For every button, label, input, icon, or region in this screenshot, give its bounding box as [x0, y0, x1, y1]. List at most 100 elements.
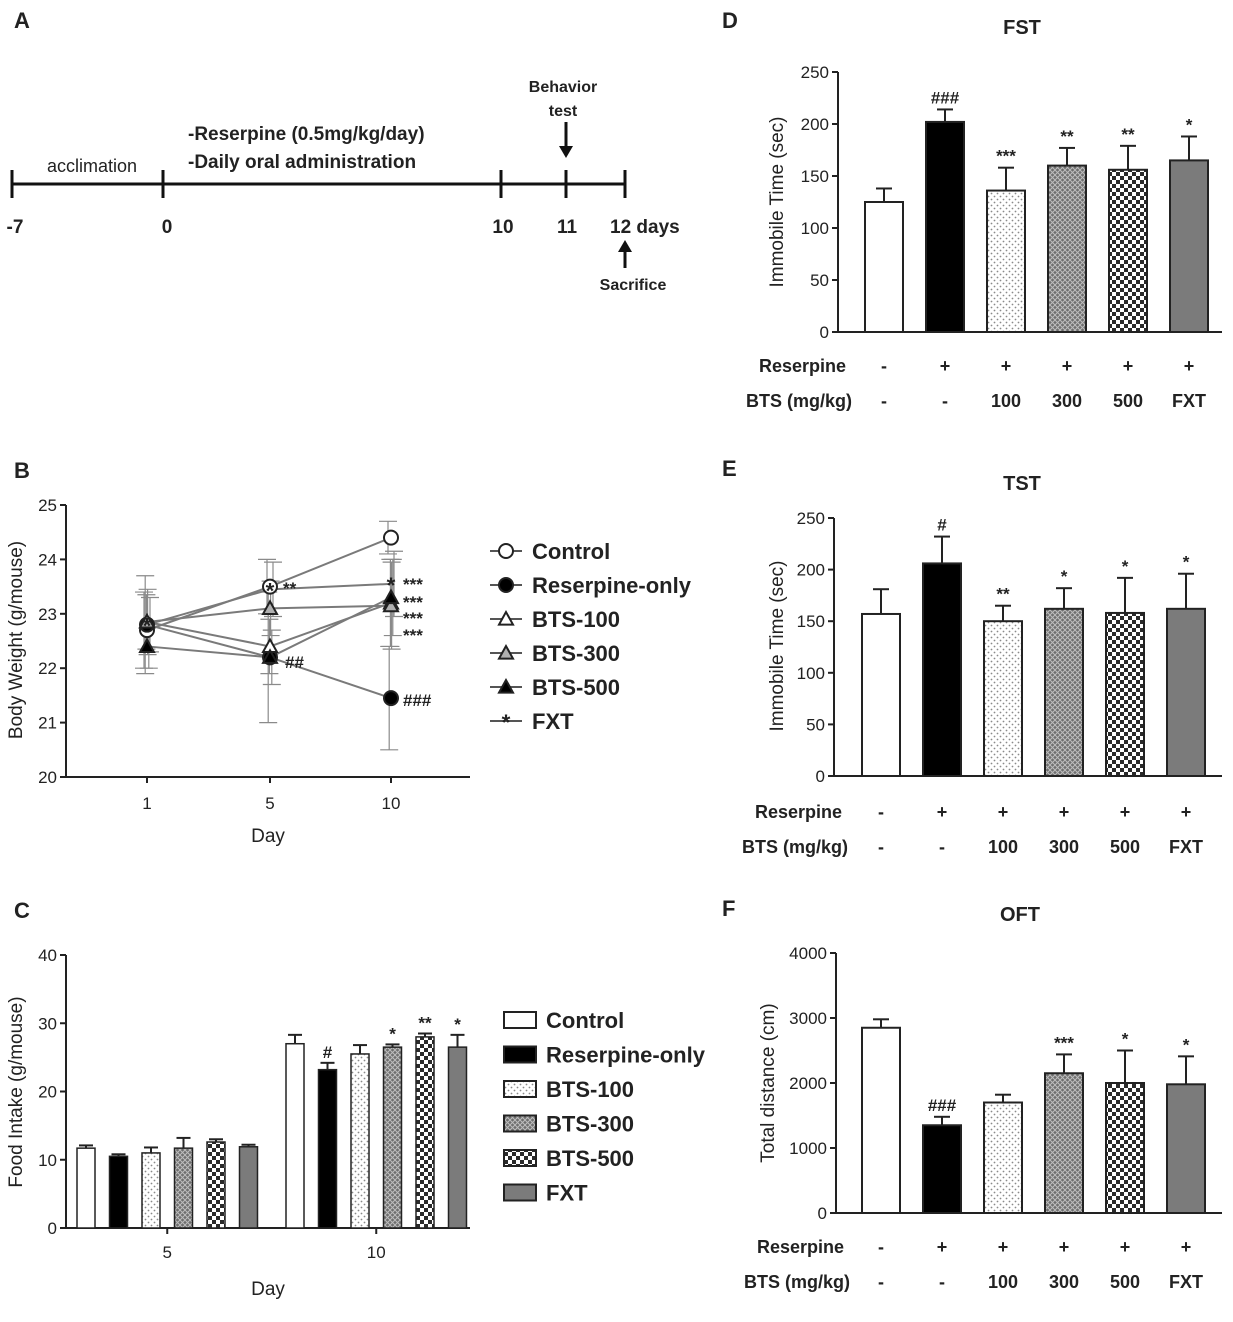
significance-label: #	[323, 1043, 333, 1062]
bts-value: FXT	[1169, 837, 1203, 857]
sacrifice-arrow-icon	[618, 240, 632, 252]
data-point	[498, 577, 514, 593]
significance-label: ***	[1054, 1033, 1074, 1052]
data-point	[383, 529, 399, 546]
bar	[141, 1152, 161, 1229]
y-axis-label: Food Intake (g/mouse)	[6, 996, 27, 1187]
bts-value: 500	[1110, 1272, 1140, 1292]
reserpine-value: +	[1120, 802, 1131, 822]
y-tick-label: 23	[38, 605, 57, 624]
y-tick-label: 4000	[789, 944, 827, 963]
reserpine-value: +	[1062, 356, 1073, 376]
y-axis-label: Total distance (cm)	[758, 1003, 779, 1162]
y-tick-label: 20	[38, 1083, 57, 1102]
treatment-line-1: -Reserpine (0.5mg/kg/day)	[188, 124, 425, 145]
y-tick-label: 20	[38, 768, 57, 787]
significance-label: ###	[403, 691, 432, 710]
behavior-test-label: Behavior	[529, 79, 597, 96]
panel-label-b: B	[14, 458, 30, 483]
significance-label: ***	[996, 147, 1016, 166]
bts-value: 100	[988, 1272, 1018, 1292]
significance-label: ***	[403, 626, 423, 645]
bar	[350, 1053, 370, 1229]
bar	[108, 1155, 129, 1229]
reserpine-row-label: Reserpine	[757, 1237, 844, 1257]
legend-label: FXT	[546, 1181, 588, 1206]
y-tick-label: 0	[816, 767, 825, 786]
bts-value: -	[881, 391, 887, 411]
data-point	[382, 588, 400, 605]
reserpine-value: +	[1181, 802, 1192, 822]
y-tick-label: 30	[38, 1014, 57, 1033]
bar	[415, 1036, 435, 1229]
reserpine-value: -	[881, 356, 887, 376]
significance-label: *	[1061, 567, 1068, 586]
bar	[922, 1124, 962, 1214]
legend-swatch	[503, 1183, 537, 1202]
y-tick-label: 3000	[789, 1009, 827, 1028]
y-tick-label: 40	[38, 946, 57, 965]
reserpine-value: -	[878, 1237, 884, 1257]
significance-label: *	[1122, 557, 1129, 576]
y-tick-label: 150	[801, 167, 829, 186]
behavior-test-label: test	[549, 103, 578, 120]
bts-row-label: BTS (mg/kg)	[744, 1272, 850, 1292]
x-tick-label: 5	[265, 794, 274, 813]
legend-label: FXT	[532, 709, 574, 734]
timeline-mark-label: 10	[492, 217, 513, 238]
timeline-mark-label: -7	[7, 217, 24, 238]
bts-value: 300	[1049, 1272, 1079, 1292]
legend-label: Control	[532, 539, 610, 564]
significance-label: *	[1122, 1030, 1129, 1049]
bts-value: -	[939, 1272, 945, 1292]
treatment-line-2: -Daily oral administration	[188, 152, 416, 173]
y-tick-label: 150	[797, 612, 825, 631]
bar	[1105, 611, 1145, 777]
y-tick-label: 0	[48, 1219, 57, 1238]
legend: Control Reserpine-only BTS-100 BTS-300 BTS-5…	[490, 539, 692, 735]
significance-label: ***	[403, 593, 423, 612]
bar	[285, 1042, 305, 1229]
significance-label: **	[418, 1013, 432, 1032]
panel-label-a: A	[14, 8, 30, 33]
y-tick-label: 50	[810, 271, 829, 290]
bar	[1166, 607, 1206, 777]
significance-label: *	[1183, 553, 1190, 572]
data-point	[497, 677, 515, 694]
reserpine-value: +	[937, 802, 948, 822]
bar	[317, 1068, 338, 1229]
bar	[1044, 1072, 1084, 1214]
y-axis-label: Immobile Time (sec)	[767, 560, 788, 731]
bts-value: 500	[1113, 391, 1143, 411]
y-tick-label: 10	[38, 1151, 57, 1170]
x-axis-label: Day	[251, 1279, 285, 1300]
x-tick-label: 10	[367, 1243, 386, 1262]
reserpine-value: +	[940, 356, 951, 376]
data-point: *	[502, 710, 511, 735]
x-axis-label: Day	[251, 826, 285, 847]
legend-label: BTS-300	[546, 1112, 634, 1137]
y-tick-label: 25	[38, 496, 57, 515]
legend-swatch	[503, 1114, 537, 1133]
data-point: *	[266, 578, 275, 603]
bar	[1105, 1082, 1145, 1214]
bar	[986, 189, 1026, 333]
bts-value: -	[939, 837, 945, 857]
chart-title: TST	[1003, 473, 1041, 495]
panel-label-d: D	[722, 8, 738, 33]
y-tick-label: 200	[797, 561, 825, 580]
reserpine-value: +	[1059, 1237, 1070, 1257]
significance-label: **	[283, 579, 297, 598]
y-tick-label: 22	[38, 659, 57, 678]
reserpine-value: +	[1001, 356, 1012, 376]
y-tick-label: 100	[797, 664, 825, 683]
legend-swatch	[503, 1045, 537, 1064]
y-tick-label: 24	[38, 550, 57, 569]
bts-row-label: BTS (mg/kg)	[742, 837, 848, 857]
bts-value: 500	[1110, 837, 1140, 857]
y-tick-label: 0	[818, 1204, 827, 1223]
panel-d: D FST Immobile Time (sec) Reserpine BTS …	[722, 8, 1222, 411]
y-tick-label: 250	[801, 63, 829, 82]
significance-label: ##	[285, 653, 304, 672]
